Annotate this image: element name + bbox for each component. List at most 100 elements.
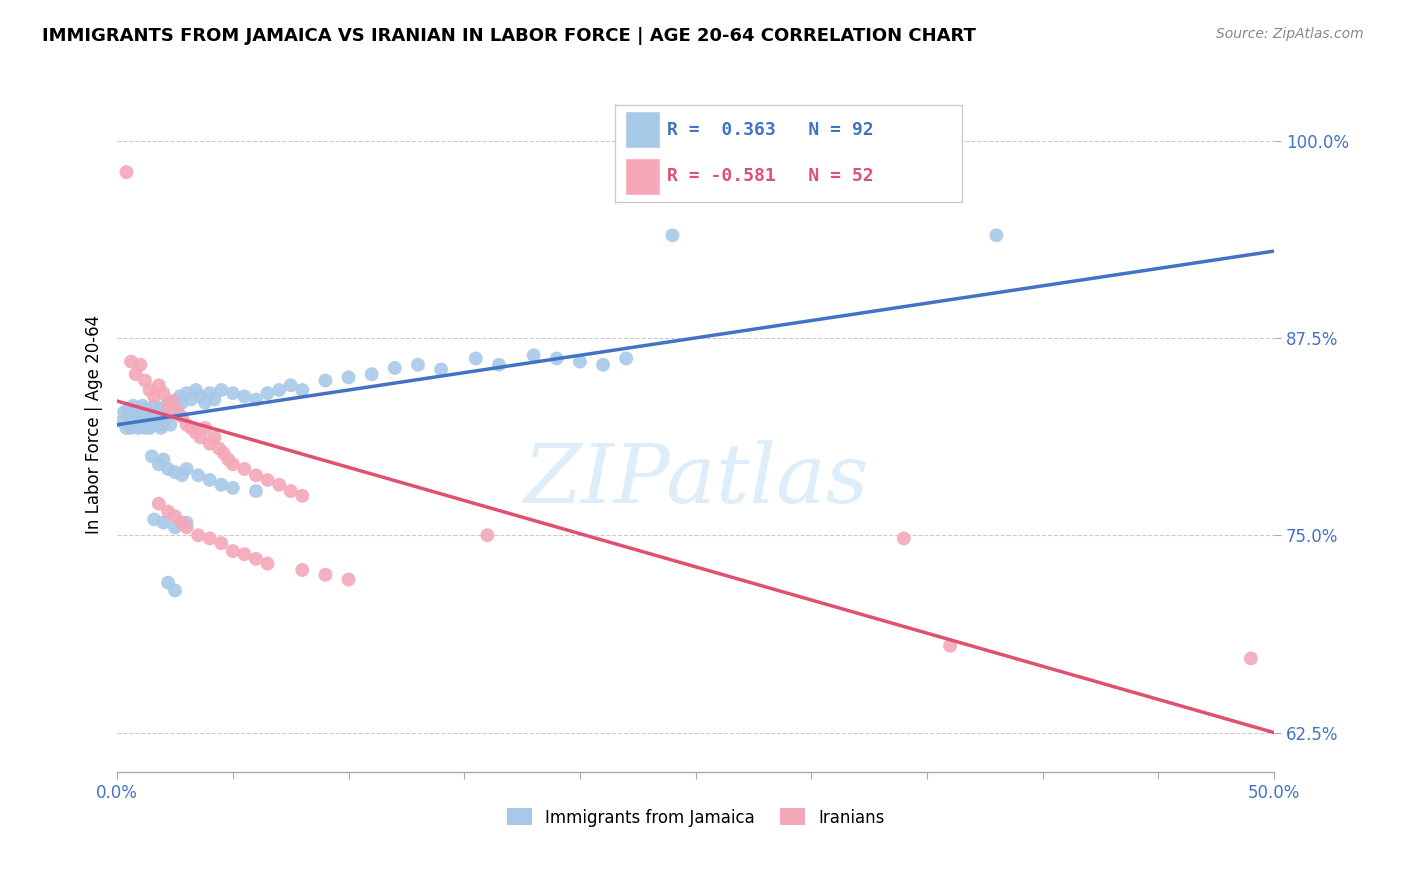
Point — [209, 477, 232, 491]
Point — [163, 394, 186, 409]
Point — [122, 399, 145, 413]
Point — [546, 351, 568, 366]
Point — [138, 383, 160, 397]
Point — [129, 415, 152, 429]
Point — [176, 516, 198, 530]
Point — [118, 415, 141, 429]
Point — [157, 395, 180, 409]
Point — [176, 417, 198, 432]
Point — [280, 378, 302, 392]
Point — [194, 421, 217, 435]
Point — [194, 395, 217, 409]
Point — [190, 389, 212, 403]
Point — [176, 386, 198, 401]
Point — [488, 358, 510, 372]
Point — [337, 370, 360, 384]
Point — [155, 411, 177, 425]
Text: Source: ZipAtlas.com: Source: ZipAtlas.com — [1216, 27, 1364, 41]
Point — [222, 544, 245, 558]
Point — [152, 417, 174, 432]
Point — [360, 368, 382, 382]
Point — [118, 401, 141, 416]
Point — [131, 399, 153, 413]
Point — [122, 411, 145, 425]
Point — [163, 520, 186, 534]
Point — [145, 417, 167, 432]
Point — [129, 358, 152, 372]
Point — [256, 473, 278, 487]
Point — [245, 484, 267, 499]
Point — [141, 450, 163, 464]
Y-axis label: In Labor Force | Age 20-64: In Labor Force | Age 20-64 — [86, 315, 103, 534]
Point — [939, 639, 962, 653]
Point — [384, 360, 406, 375]
Point — [163, 465, 186, 479]
Point — [217, 452, 239, 467]
Point — [143, 399, 166, 413]
Point — [184, 383, 207, 397]
Point — [180, 421, 202, 435]
Legend: Immigrants from Jamaica, Iranians: Immigrants from Jamaica, Iranians — [501, 802, 891, 833]
Point — [187, 528, 209, 542]
Point — [198, 473, 221, 487]
Point — [166, 401, 188, 416]
Point — [152, 452, 174, 467]
Point — [157, 409, 180, 423]
Point — [143, 512, 166, 526]
Point — [176, 462, 198, 476]
Point — [125, 409, 148, 423]
Point — [115, 421, 138, 435]
Point — [138, 421, 160, 435]
Point — [222, 481, 245, 495]
Point — [198, 386, 221, 401]
Point — [141, 417, 163, 432]
Point — [1240, 651, 1263, 665]
Point — [152, 405, 174, 419]
Point — [145, 405, 167, 419]
Point — [406, 358, 429, 372]
Point — [155, 399, 177, 413]
Point — [823, 847, 845, 862]
Point — [592, 358, 614, 372]
Point — [256, 557, 278, 571]
Point — [280, 484, 302, 499]
Point — [143, 411, 166, 425]
Point — [464, 351, 486, 366]
Point — [170, 409, 193, 424]
Point — [127, 409, 149, 424]
Point — [162, 405, 184, 419]
Point — [568, 354, 591, 368]
Point — [208, 442, 231, 456]
Point — [120, 354, 142, 368]
Point — [170, 516, 193, 530]
Point — [143, 389, 166, 403]
Point — [127, 421, 149, 435]
Point — [148, 378, 170, 392]
Point — [157, 399, 180, 413]
Point — [222, 457, 245, 471]
Point — [209, 536, 232, 550]
Point — [477, 528, 499, 542]
Point — [170, 468, 193, 483]
Point — [157, 505, 180, 519]
Point — [245, 552, 267, 566]
Point — [157, 462, 180, 476]
Point — [869, 789, 891, 803]
Point — [269, 477, 291, 491]
Point — [233, 547, 256, 561]
Text: ZIPatlas: ZIPatlas — [523, 441, 869, 520]
Point — [233, 462, 256, 476]
Point — [148, 401, 170, 416]
Point — [198, 532, 221, 546]
Point — [148, 457, 170, 471]
Point — [125, 368, 148, 382]
Point — [430, 362, 453, 376]
Text: IMMIGRANTS FROM JAMAICA VS IRANIAN IN LABOR FORCE | AGE 20-64 CORRELATION CHART: IMMIGRANTS FROM JAMAICA VS IRANIAN IN LA… — [42, 27, 976, 45]
Point — [148, 415, 170, 429]
Point — [129, 405, 152, 419]
Point — [120, 421, 142, 435]
Point — [187, 468, 209, 483]
Point — [150, 409, 173, 423]
Point — [134, 409, 156, 424]
Point — [190, 430, 212, 444]
